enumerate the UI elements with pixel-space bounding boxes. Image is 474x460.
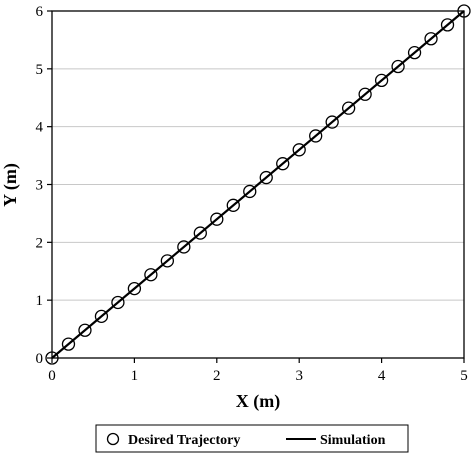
desired-trajectory-point [127, 281, 142, 296]
y-tick-label-2: 2 [36, 235, 44, 251]
desired-trajectory-point [94, 309, 109, 324]
y-tick-label-0: 0 [36, 351, 44, 367]
y-tick-label-1: 1 [36, 293, 44, 309]
desired-trajectory-point [160, 254, 175, 268]
desired-trajectory-point [341, 101, 356, 115]
desired-trajectory-point [210, 212, 224, 226]
desired-trajectory-point [78, 323, 92, 337]
desired-trajectory-point [457, 4, 471, 18]
desired-trajectory-point [226, 198, 240, 212]
x-tick-label-3: 3 [295, 368, 303, 384]
desired-trajectory-point [424, 32, 438, 46]
desired-trajectory-point [111, 295, 125, 310]
x-axis-label: X (m) [236, 391, 280, 412]
x-tick-label-5: 5 [460, 368, 468, 384]
legend-box [95, 424, 409, 453]
x-tick-label-4: 4 [378, 368, 386, 384]
desired-trajectory-point [243, 184, 257, 199]
desired-trajectory-point [61, 337, 76, 351]
x-tick-label-2: 2 [213, 368, 221, 384]
desired-trajectory-point [309, 129, 323, 143]
desired-trajectory-point [407, 45, 422, 60]
desired-trajectory-point [276, 157, 290, 171]
y-tick-label-3: 3 [36, 178, 44, 194]
desired-trajectory-point [374, 73, 389, 88]
y-tick-label-6: 6 [36, 4, 44, 20]
desired-trajectory-point [440, 18, 455, 32]
desired-trajectory-point [177, 240, 191, 254]
y-tick-label-4: 4 [36, 120, 44, 136]
series-line-simulation [51, 10, 465, 359]
desired-trajectory-point [193, 226, 207, 240]
y-tick-label-5: 5 [36, 62, 44, 78]
plot-marks [45, 4, 471, 365]
desired-trajectory-point [325, 115, 339, 129]
legend-marker-desired-trajectory [106, 432, 120, 446]
legend-label-desired-trajectory: Desired Trajectory [128, 433, 240, 448]
y-axis-label: Y (m) [0, 163, 21, 207]
x-tick-label-0: 0 [48, 368, 56, 384]
desired-trajectory-point [391, 59, 405, 74]
desired-trajectory-point [259, 170, 273, 185]
desired-trajectory-point [292, 143, 306, 157]
desired-trajectory-point [358, 87, 372, 101]
legend-label-simulation: Simulation [320, 433, 386, 448]
x-tick-label-1: 1 [131, 368, 139, 384]
legend: Desired Trajectory Simulation [95, 424, 409, 453]
axis-ticks: 0 1 2 3 4 5 6 0 1 2 3 4 5 [36, 4, 468, 384]
desired-trajectory-point [45, 351, 59, 365]
desired-trajectory-point [144, 268, 158, 282]
